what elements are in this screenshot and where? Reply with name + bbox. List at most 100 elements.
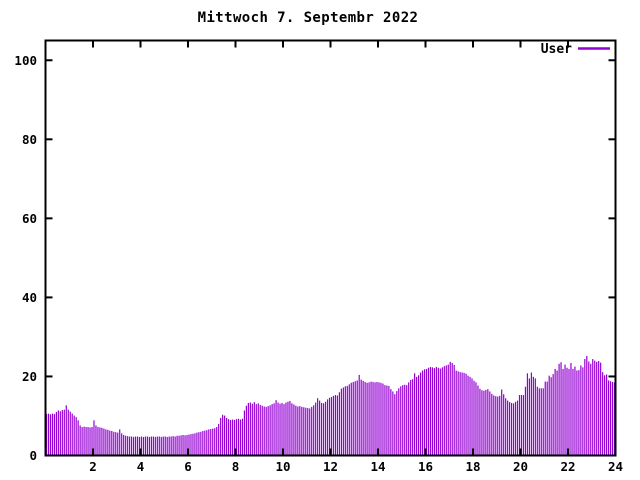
bar [475, 382, 477, 456]
y-tick-label: 20 [22, 369, 37, 384]
bar [67, 409, 69, 456]
bar [556, 370, 558, 456]
bar [328, 397, 331, 456]
bar [609, 381, 612, 456]
chart-title: Mittwoch 7. Septembr 2022 [198, 10, 419, 26]
bar [540, 388, 542, 456]
bar [261, 405, 263, 456]
bar [87, 427, 89, 456]
y-tick-label: 40 [22, 290, 37, 305]
bar [336, 395, 339, 456]
bar [605, 374, 608, 456]
bar [600, 362, 602, 456]
bar [253, 402, 255, 456]
bar [172, 436, 174, 456]
bar [192, 433, 194, 456]
bar [522, 395, 525, 456]
bar [188, 434, 190, 456]
bar [443, 366, 445, 456]
bar [584, 359, 586, 456]
bar [457, 371, 459, 456]
bar [380, 382, 382, 456]
bar [417, 375, 420, 456]
bar [497, 396, 499, 456]
bar [245, 405, 247, 456]
bar [214, 428, 216, 456]
bar [467, 375, 469, 456]
bar [303, 407, 305, 456]
bar [505, 398, 507, 456]
bar [297, 406, 299, 456]
bar [550, 377, 552, 456]
bar [291, 403, 293, 456]
bar [568, 368, 570, 456]
bar [372, 381, 374, 456]
bar [592, 359, 594, 456]
bar [582, 367, 584, 456]
bar [210, 429, 212, 456]
bar [202, 431, 204, 456]
bar [552, 374, 554, 456]
bar [514, 401, 517, 456]
bar [227, 419, 230, 456]
bar [439, 368, 441, 456]
bar [338, 392, 341, 456]
bar [105, 429, 107, 456]
bar [154, 436, 156, 456]
bar [231, 419, 234, 456]
bar [566, 367, 568, 456]
bar [572, 368, 574, 456]
x-tick-label: 6 [184, 459, 192, 474]
bar [75, 417, 77, 456]
bar [299, 406, 301, 456]
bar [386, 385, 388, 456]
bar [516, 400, 519, 456]
bar [164, 436, 166, 456]
bar [358, 374, 360, 456]
bar [275, 400, 277, 456]
bar [493, 395, 495, 456]
bar [578, 370, 580, 456]
bar [51, 413, 54, 456]
bar [287, 401, 289, 456]
bar [473, 380, 475, 456]
bar [117, 432, 119, 456]
bar [229, 419, 232, 456]
bar [319, 400, 321, 456]
bar [414, 373, 416, 456]
bar [334, 395, 337, 456]
bar [69, 411, 71, 456]
bar [326, 399, 329, 456]
bar [445, 365, 447, 456]
bar [225, 417, 228, 456]
bar [218, 423, 220, 456]
bar [73, 415, 75, 456]
bar [465, 373, 467, 456]
bar [91, 427, 93, 456]
bar [459, 372, 461, 456]
bar [469, 376, 471, 456]
bar [93, 420, 95, 456]
bar [408, 382, 410, 456]
bar [503, 394, 505, 456]
bar [576, 370, 578, 456]
bar [461, 372, 463, 456]
bar [257, 403, 259, 456]
bar [241, 418, 244, 456]
bar [499, 395, 501, 456]
bar [216, 427, 218, 456]
bar [65, 405, 67, 456]
bar [520, 395, 523, 456]
bar [208, 429, 210, 456]
bar [129, 436, 131, 456]
bar [320, 402, 323, 456]
bar [491, 393, 493, 456]
bar [190, 434, 192, 456]
bar [99, 427, 101, 456]
bar [558, 363, 560, 456]
bar [111, 431, 113, 456]
bar [406, 385, 408, 456]
bar [166, 436, 168, 456]
bar [138, 436, 141, 456]
bar [140, 436, 143, 456]
